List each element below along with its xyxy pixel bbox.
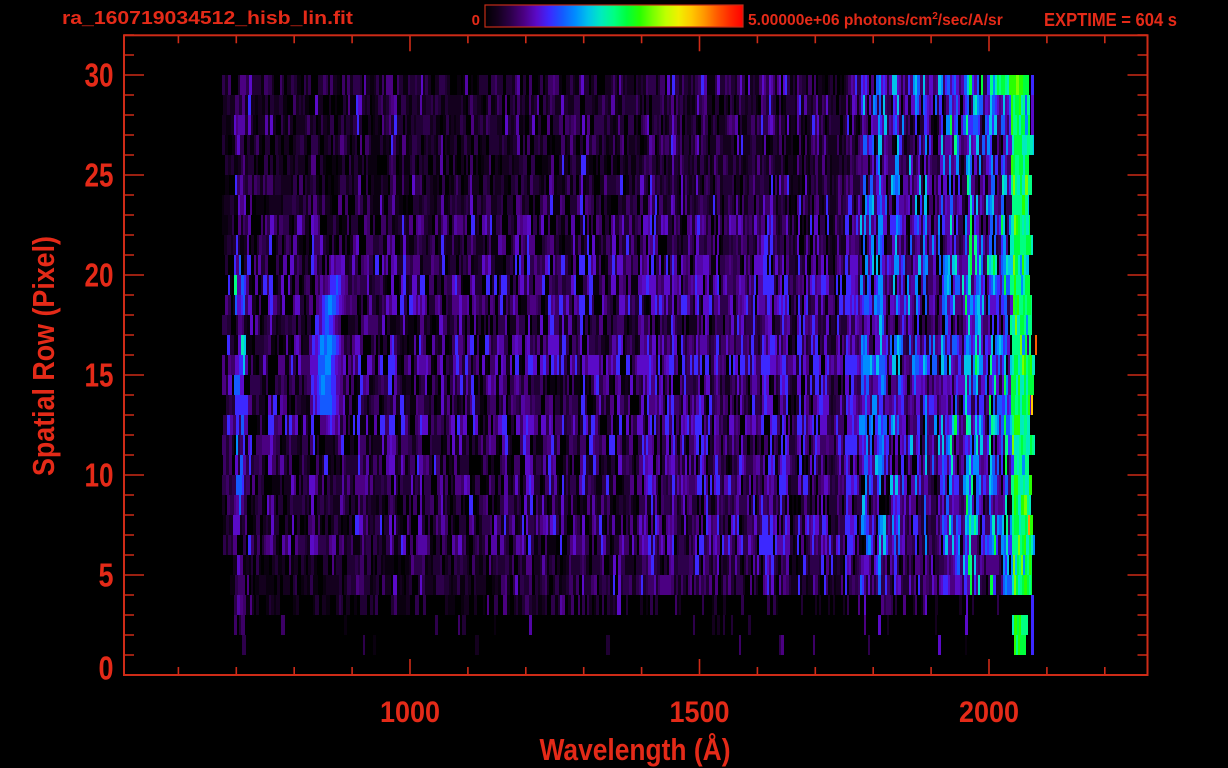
svg-text:30: 30 xyxy=(85,57,114,94)
svg-text:25: 25 xyxy=(85,157,114,194)
svg-text:15: 15 xyxy=(85,357,114,394)
svg-text:EXPTIME = 604 s: EXPTIME = 604 s xyxy=(1044,10,1177,30)
svg-text:Wavelength (Å): Wavelength (Å) xyxy=(540,732,731,767)
svg-text:5.00000e+06 photons/cm2/sec/A/: 5.00000e+06 photons/cm2/sec/A/sr xyxy=(748,11,1003,29)
svg-text:0: 0 xyxy=(472,12,480,29)
svg-text:Spatial Row (Pixel): Spatial Row (Pixel) xyxy=(26,236,61,476)
svg-text:1000: 1000 xyxy=(380,696,440,729)
svg-text:10: 10 xyxy=(85,457,114,494)
svg-text:ra_160719034512_hisb_lin.fit: ra_160719034512_hisb_lin.fit xyxy=(62,8,353,28)
svg-text:0: 0 xyxy=(99,650,114,687)
svg-text:20: 20 xyxy=(85,257,114,294)
svg-text:1500: 1500 xyxy=(670,696,730,729)
svg-text:5: 5 xyxy=(99,557,114,594)
svg-text:2000: 2000 xyxy=(959,696,1019,729)
